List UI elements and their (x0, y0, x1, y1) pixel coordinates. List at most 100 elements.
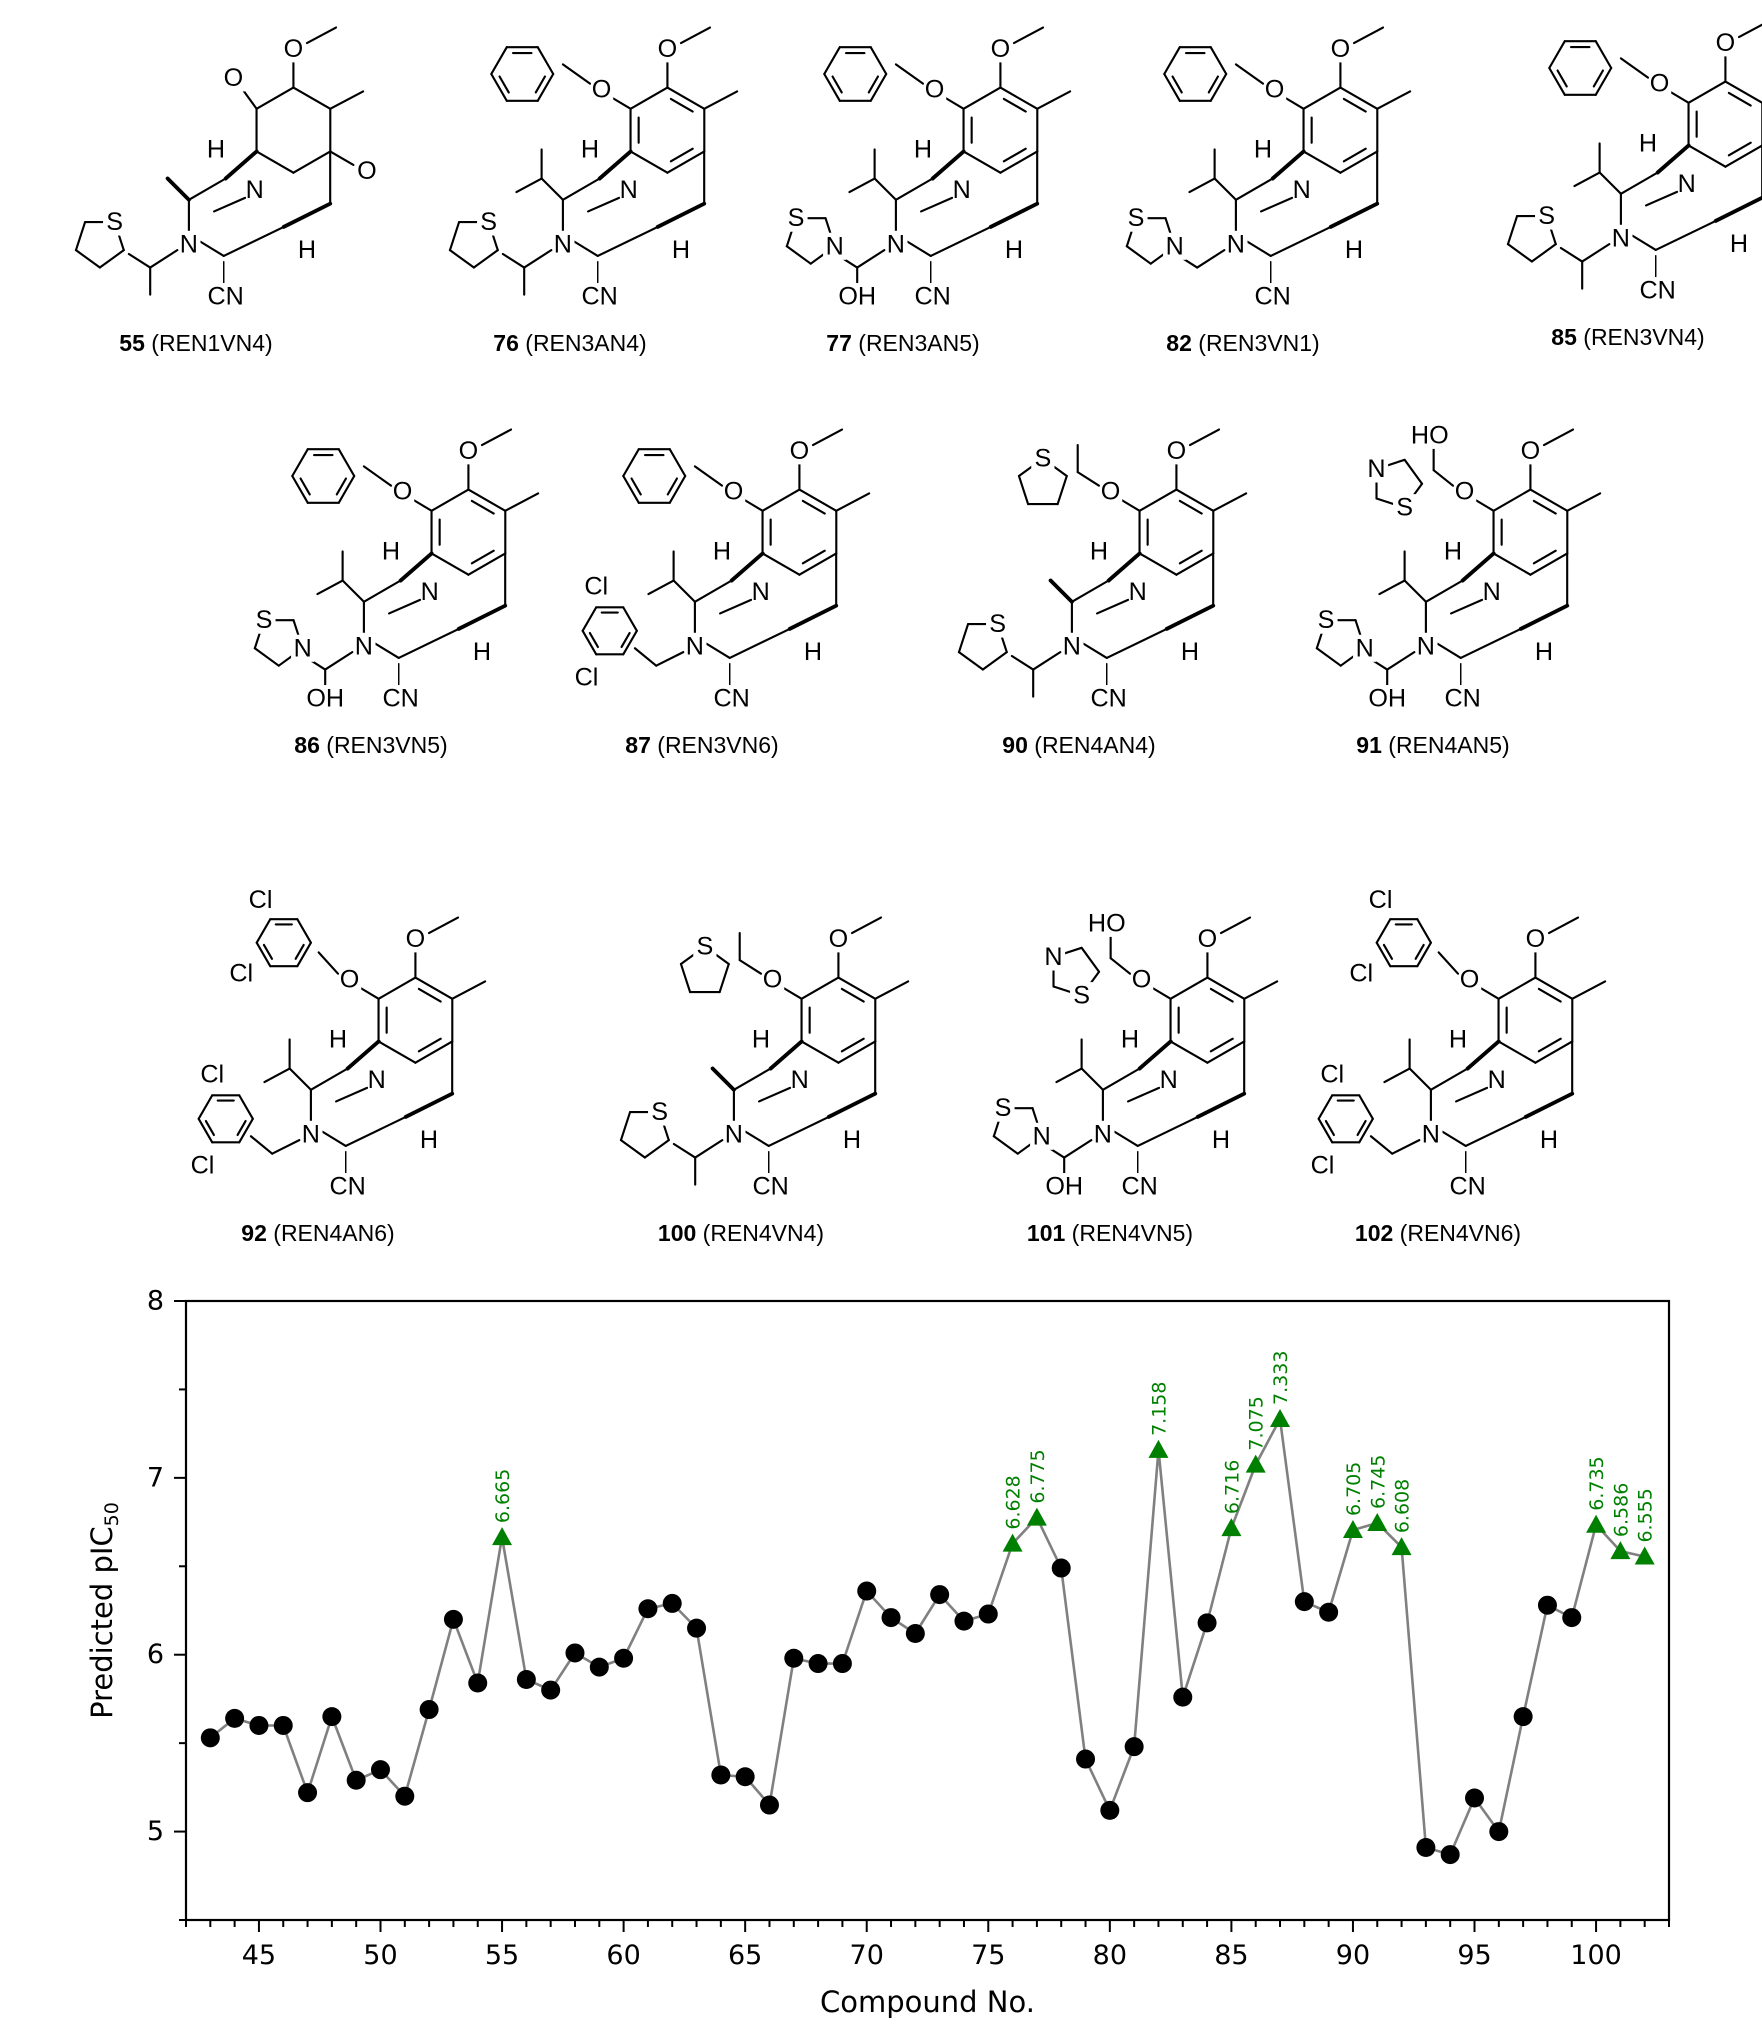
circle-marker (395, 1786, 415, 1806)
chlorine-atom: Cl (1311, 1151, 1335, 1179)
compound-number: 100 (657, 1220, 697, 1246)
circle-marker (905, 1623, 925, 1643)
x-tick-label: 85 (1214, 1940, 1248, 1971)
compound-card-87: O N H H N CN O Cl Cl (552, 416, 892, 716)
oxygen-atom: O (991, 35, 1011, 63)
compound-code: (REN4AN5) (1381, 732, 1510, 758)
bridge-nitrogen: N (246, 176, 264, 204)
chlorine-atom: Cl (229, 960, 253, 988)
ether-oxygen: O (763, 965, 783, 993)
nitrogen-atom: N (1044, 943, 1062, 971)
x-tick-label: 75 (971, 1940, 1005, 1971)
circle-marker (1173, 1687, 1193, 1707)
hydrogen-atom: H (473, 638, 491, 666)
hydrogen-atom: H (329, 1025, 347, 1053)
sulfur-atom: S (651, 1098, 668, 1126)
hydrogen-atom: H (382, 537, 400, 565)
nitrile-group: CN (1091, 685, 1127, 713)
oxygen-atom: O (284, 35, 304, 63)
circle-marker (1124, 1737, 1144, 1757)
highlight-triangle-marker (1026, 1507, 1047, 1526)
circle-marker (225, 1708, 245, 1728)
compound-code: (REN1VN4) (144, 330, 273, 356)
sulfur-atom: S (256, 606, 273, 634)
hydrogen-atom: H (1212, 1126, 1230, 1154)
compound-code: (REN4VN5) (1065, 1220, 1194, 1246)
x-axis: 45 50 55 60 65 70 75 80 85 90 95 100 (185, 1920, 1670, 1971)
value-annotation: 6.586 (1610, 1483, 1632, 1537)
compound-code: (REN3VN6) (650, 732, 779, 758)
sulfur-atom: S (1396, 494, 1413, 522)
bridge-nitrogen: N (421, 578, 439, 606)
oxygen-atom: O (1198, 925, 1218, 953)
compound-number: 55 (119, 330, 145, 356)
circle-marker (759, 1795, 779, 1815)
x-tick-label: 100 (1570, 1940, 1622, 1971)
ring-nitrogen: N (887, 230, 905, 258)
nitrile-group: CN (208, 283, 244, 311)
highlight-triangle-marker (1342, 1520, 1363, 1539)
chlorine-atom: Cl (200, 1060, 224, 1088)
hydrogen-atom: H (298, 236, 316, 264)
oxygen-atom: O (829, 925, 849, 953)
nitrogen-atom: N (1367, 455, 1385, 483)
circle-marker (1197, 1613, 1217, 1633)
chlorine-atom: Cl (1320, 1060, 1344, 1088)
compound-code: (REN4AN4) (1027, 732, 1156, 758)
compound-number: 87 (625, 732, 651, 758)
compound-number: 76 (493, 330, 519, 356)
ring-nitrogen: N (302, 1120, 320, 1148)
nitrile-group: CN (714, 685, 750, 713)
sulfur-atom: S (1538, 202, 1555, 230)
compound-label: 100 (REN4VN4) (658, 1220, 824, 1247)
compound-code: (REN4AN6) (266, 1220, 395, 1246)
compound-card-100: O N H H N CN O S S (591, 904, 931, 1204)
sulfur-atom: S (788, 204, 805, 232)
hydrogen-atom: H (1090, 537, 1108, 565)
value-annotation: 7.075 (1246, 1396, 1268, 1450)
circle-marker (443, 1609, 463, 1629)
oxygen-atom: O (1167, 437, 1187, 465)
compound-card-77: O N H H N CN O OH N S (753, 14, 1093, 314)
circle-marker (1465, 1788, 1485, 1808)
sulfur-atom: S (1034, 445, 1051, 473)
hydrogen-atom: H (1181, 638, 1199, 666)
chlorine-atom: Cl (575, 663, 599, 691)
compound-label: 92 (REN4AN6) (241, 1220, 394, 1247)
compound-card-76: O N H H N CN O S (420, 14, 760, 314)
compound-card-82: O N H H N CN O N S (1093, 14, 1433, 314)
circle-marker (954, 1611, 974, 1631)
x-axis-title: Compound No. (820, 1985, 1035, 2019)
value-annotation: 6.555 (1635, 1488, 1657, 1542)
hydrogen-atom: H (581, 135, 599, 163)
circle-marker (1537, 1595, 1557, 1615)
circle-marker (784, 1648, 804, 1668)
bridge-nitrogen: N (752, 578, 770, 606)
ether-oxygen: O (1101, 477, 1121, 505)
sulfur-atom: S (106, 208, 123, 236)
chlorine-atom: Cl (1349, 960, 1373, 988)
nitrile-group: CN (1122, 1173, 1158, 1201)
value-annotation: 6.608 (1392, 1479, 1414, 1533)
x-tick-label: 90 (1336, 1940, 1370, 1971)
chlorine-atom: Cl (191, 1151, 215, 1179)
compound-card-85: O N H H N CN O S (1478, 8, 1762, 308)
ether-oxygen: O (1460, 965, 1480, 993)
circle-marker (614, 1648, 634, 1668)
nitrile-group: CN (582, 283, 618, 311)
ether-oxygen: O (340, 965, 360, 993)
circle-marker (541, 1680, 561, 1700)
y-tick-label: 6 (147, 1639, 164, 1670)
bridge-nitrogen: N (1488, 1066, 1506, 1094)
oxygen-atom: O (1716, 29, 1736, 57)
ring-nitrogen: N (554, 230, 572, 258)
oxygen-atom: O (658, 35, 678, 63)
predicted-pic50-line-chart: 5 6 7 8 45 50 55 60 65 70 75 80 85 90 95 100 Compound No… (0, 1270, 1762, 2020)
oxygen-atom: O (790, 437, 810, 465)
compound-card-101: O N H H N CN O HO S N OH N S (960, 904, 1300, 1204)
compound-label: 102 (REN4VN6) (1355, 1220, 1521, 1247)
